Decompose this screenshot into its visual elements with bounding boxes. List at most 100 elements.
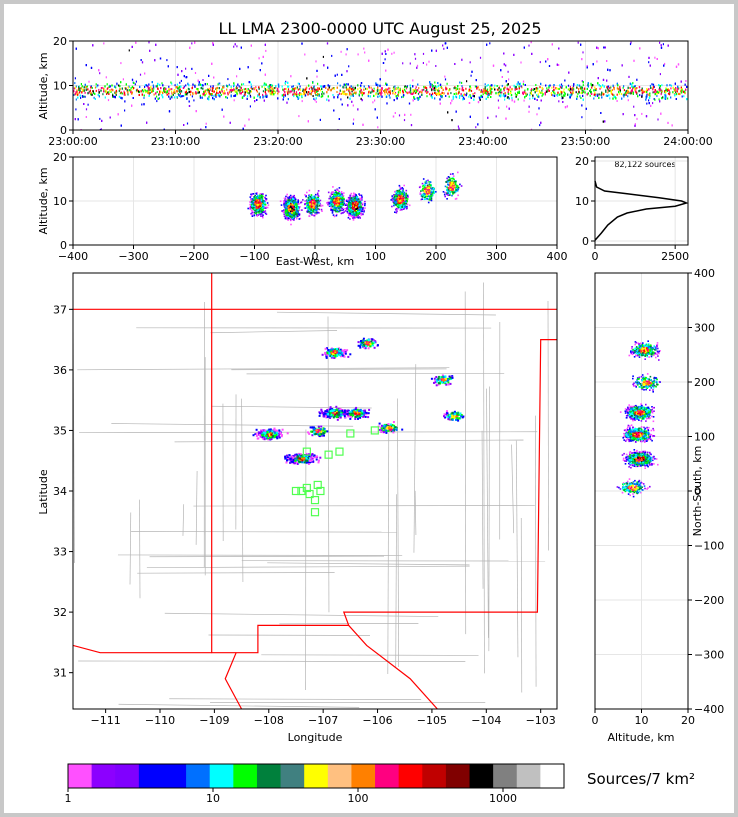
- source-point: [75, 47, 77, 50]
- source-point: [212, 94, 214, 97]
- source-point: [486, 88, 489, 91]
- source-point: [130, 91, 132, 94]
- source-point: [221, 108, 223, 111]
- source-point: [440, 93, 442, 96]
- source-point: [202, 84, 204, 87]
- source-point: [569, 86, 571, 89]
- source-point: [166, 59, 168, 62]
- source-point: [208, 92, 210, 95]
- source-point: [168, 88, 170, 91]
- source-point: [232, 89, 234, 92]
- source-point: [382, 62, 385, 64]
- source-point: [616, 93, 618, 96]
- source-point: [589, 94, 591, 97]
- source-point: [445, 95, 447, 97]
- source-point: [264, 196, 266, 199]
- source-point: [180, 79, 182, 82]
- source-point: [634, 124, 636, 127]
- source-point: [609, 86, 611, 89]
- source-point: [596, 93, 598, 96]
- source-point: [592, 63, 594, 66]
- source-point: [83, 86, 85, 89]
- source-point: [667, 92, 670, 95]
- source-point: [341, 73, 343, 76]
- source-point: [308, 91, 310, 93]
- source-point: [489, 89, 491, 92]
- source-point: [594, 94, 596, 97]
- source-point: [639, 47, 641, 50]
- source-point: [648, 88, 650, 91]
- source-point: [621, 97, 623, 100]
- source-point: [536, 113, 538, 116]
- source-point: [208, 90, 210, 93]
- source-point: [114, 96, 116, 99]
- source-point: [272, 89, 274, 92]
- source-point: [301, 209, 303, 211]
- source-point: [384, 89, 386, 92]
- source-point: [114, 85, 116, 88]
- source-point: [392, 115, 395, 118]
- source-point: [641, 95, 643, 98]
- source-point: [95, 89, 97, 92]
- source-point: [409, 62, 411, 65]
- source-point: [518, 85, 520, 88]
- source-point: [310, 86, 312, 89]
- source-point: [136, 90, 138, 93]
- source-point: [667, 97, 669, 100]
- source-point: [148, 83, 150, 86]
- source-point: [259, 199, 261, 201]
- source-point: [262, 55, 264, 58]
- source-point: [115, 93, 117, 96]
- source-point: [277, 92, 279, 95]
- source-point: [75, 91, 77, 93]
- source-point: [140, 90, 142, 93]
- source-point: [245, 88, 247, 90]
- source-point: [344, 83, 347, 86]
- source-point: [377, 92, 379, 95]
- source-point: [559, 86, 562, 89]
- source-point: [590, 84, 593, 87]
- source-point: [211, 93, 213, 95]
- source-point: [255, 200, 257, 203]
- source-point: [138, 94, 140, 96]
- source-point: [526, 93, 528, 96]
- source-point: [391, 52, 393, 55]
- source-point: [360, 84, 362, 87]
- source-point: [437, 82, 439, 84]
- source-point: [375, 82, 377, 85]
- source-point: [259, 195, 262, 198]
- source-point: [595, 88, 597, 90]
- source-point: [352, 95, 354, 97]
- source-point: [259, 210, 261, 212]
- source-point: [264, 204, 267, 206]
- source-point: [174, 84, 176, 87]
- source-point: [85, 86, 87, 89]
- source-point: [389, 96, 391, 99]
- source-point: [310, 90, 313, 93]
- source-point: [654, 93, 656, 96]
- source-point: [271, 84, 273, 87]
- source-point: [288, 85, 290, 88]
- source-point: [145, 84, 148, 87]
- source-point: [168, 85, 170, 88]
- source-point: [386, 83, 388, 86]
- source-point: [178, 89, 180, 92]
- source-point: [293, 93, 295, 96]
- source-point: [480, 94, 482, 97]
- source-point: [514, 92, 516, 95]
- source-point: [85, 88, 87, 91]
- source-point: [418, 91, 421, 94]
- source-point: [345, 86, 347, 89]
- source-point: [234, 43, 236, 46]
- source-point: [459, 87, 461, 90]
- source-point: [98, 69, 100, 72]
- source-point: [247, 207, 249, 210]
- source-point: [278, 85, 280, 88]
- source-point: [181, 70, 183, 73]
- source-point: [509, 86, 511, 89]
- source-point: [606, 86, 608, 89]
- source-point: [131, 92, 133, 95]
- source-point: [576, 95, 578, 98]
- source-point: [680, 89, 682, 92]
- source-point: [184, 93, 187, 96]
